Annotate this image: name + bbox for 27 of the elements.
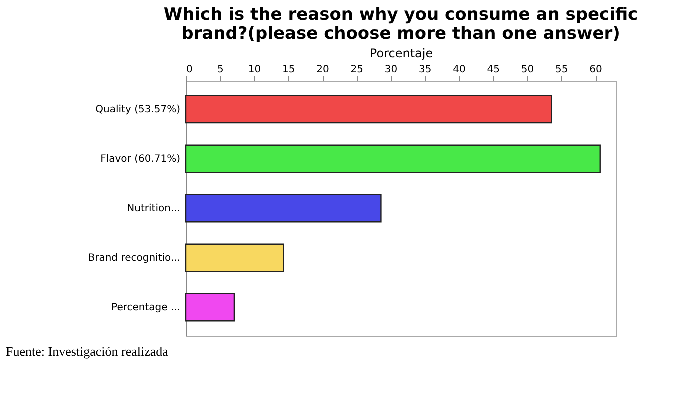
bar	[185, 95, 552, 124]
x-tick-label: 15	[282, 64, 296, 76]
bar	[185, 144, 601, 174]
bar	[185, 293, 236, 322]
x-tick-label: 0	[186, 64, 193, 76]
text: brand?(please choose more than one answer)	[182, 24, 620, 44]
y-tick-label: Nutrition...	[127, 204, 180, 214]
x-tick-label: 60	[590, 64, 602, 76]
bar	[185, 194, 382, 223]
x-tick-label: 55	[556, 64, 568, 76]
x-axis-title: Porcentaje	[370, 46, 434, 60]
x-tick-label: 5	[217, 64, 224, 76]
y-tick-label: Brand recognitio...	[88, 253, 180, 264]
x-tick-label: 25	[350, 64, 364, 76]
x-tick-label: 30	[384, 64, 398, 76]
y-tick-label: Percentage ...	[112, 302, 180, 314]
x-tick-label: 40	[453, 64, 466, 76]
x-tick-label: 35	[419, 64, 432, 76]
y-tick-label: Quality (53.57%)	[96, 104, 181, 116]
x-tick-label: 45	[487, 64, 500, 76]
text: Which is the reason why you consume an specific	[164, 5, 638, 25]
bar	[185, 244, 284, 272]
x-tick-label: 50	[521, 64, 534, 76]
x-tick-label: 10	[248, 64, 262, 76]
source-note: Fuente: Investigación realizada	[6, 344, 169, 359]
y-tick-label: Flavor (60.71%)	[100, 154, 181, 165]
x-tick-label: 20	[316, 64, 330, 76]
